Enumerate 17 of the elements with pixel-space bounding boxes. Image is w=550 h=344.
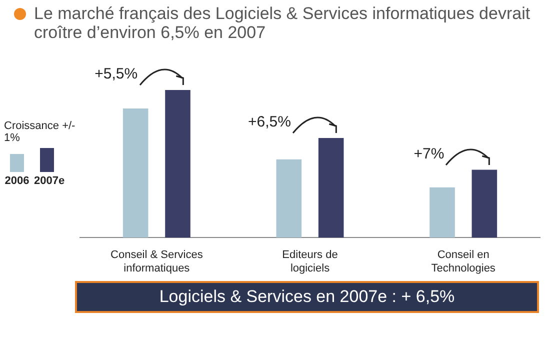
x-tick-label: Editeurs de logiciels: [282, 249, 338, 274]
text: Logiciels & Services en 2007e : + 6,5%: [75, 281, 539, 313]
legend-label: 2007e: [34, 175, 65, 187]
bar: [430, 187, 455, 238]
x-tick-label: Conseil en Technologies: [431, 249, 496, 274]
legend-label: 2006: [4, 175, 30, 187]
x-tick-label: Conseil & Services informatiques: [110, 249, 204, 274]
bar: [122, 108, 148, 238]
bar: [165, 90, 190, 238]
text: +5,5%: [94, 66, 138, 83]
annotation: +7%: [414, 145, 444, 162]
legend-title: Croissance +/- 1%: [4, 120, 76, 144]
chart-title: Le marché français des Logiciels & Services informatiques devrait croître d’environ 6,5% en 2007: [34, 4, 532, 42]
bar: [318, 138, 344, 238]
bar: [472, 170, 498, 238]
bar: [276, 159, 302, 238]
annotation: +6,5%: [248, 114, 291, 131]
